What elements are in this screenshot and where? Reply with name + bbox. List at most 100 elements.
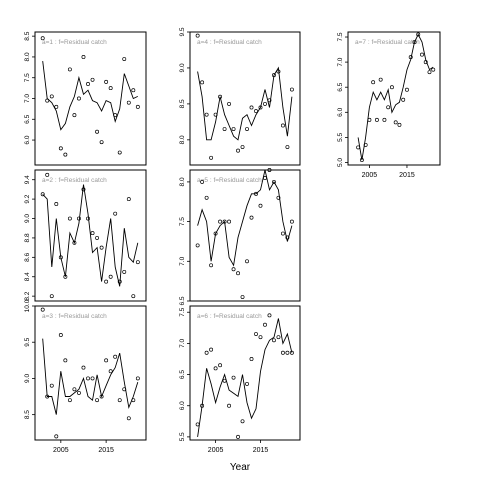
- data-point: [236, 434, 240, 439]
- data-point: [45, 98, 50, 103]
- y-tick-label: 7.0: [337, 57, 344, 66]
- panel-title: a=1 : f=Residual catch: [42, 39, 107, 46]
- y-tick-label: 9.5: [179, 27, 186, 36]
- data-point: [104, 279, 109, 284]
- data-point: [218, 363, 223, 368]
- data-point: [213, 231, 218, 236]
- data-point: [204, 350, 209, 355]
- data-point: [280, 350, 285, 355]
- data-point: [54, 202, 59, 206]
- data-point: [272, 338, 276, 343]
- data-point: [90, 77, 95, 82]
- y-tick-label: 5.5: [337, 132, 344, 141]
- data-point: [254, 191, 258, 196]
- data-point: [245, 381, 249, 386]
- data-point: [81, 365, 86, 370]
- y-tick-label: 7.5: [179, 307, 186, 316]
- panel-2: a=2 : f=Residual catch 8.2 8.4 8.6 8.8 9.0 9.2…: [24, 169, 147, 302]
- data-point: [289, 219, 294, 224]
- y-tick-label: 6.5: [337, 82, 344, 91]
- data-point: [218, 219, 223, 224]
- data-point: [45, 394, 50, 399]
- data-point: [200, 80, 205, 85]
- panel-3: a=3 : f=Residual catch 8.5 9.0 9.5 10.0 2005 2…: [24, 299, 147, 454]
- data-point: [200, 179, 205, 184]
- data-point: [382, 117, 387, 122]
- data-point: [276, 335, 281, 340]
- panel-frame: [189, 169, 301, 302]
- y-tick-label: 9.5: [24, 337, 31, 346]
- data-point: [356, 145, 361, 150]
- data-point: [267, 168, 272, 172]
- series-line: [197, 318, 293, 437]
- data-point: [108, 86, 113, 91]
- data-point: [63, 152, 68, 157]
- data-point: [254, 332, 258, 336]
- data-point: [95, 398, 100, 403]
- y-tick-label: 8.6: [24, 252, 31, 261]
- data-point: [67, 216, 72, 221]
- data-point: [54, 434, 59, 439]
- data-point: [40, 307, 45, 312]
- data-point: [86, 216, 90, 221]
- data-point: [213, 112, 218, 117]
- data-point: [67, 398, 72, 403]
- data-point: [280, 231, 285, 236]
- data-point: [272, 73, 276, 78]
- data-point: [72, 113, 77, 118]
- data-point: [122, 387, 127, 392]
- panel-6: a=6 : f=Residual catch 5.5 6.0 6.5 7.0 7.5 200…: [179, 305, 301, 454]
- data-point: [280, 123, 285, 128]
- x-axis-label: Year: [230, 462, 251, 473]
- x-tick-label: 2005: [362, 172, 378, 179]
- data-point: [99, 394, 104, 399]
- data-point: [86, 82, 90, 86]
- y-tick-label: 8.5: [24, 31, 31, 40]
- data-point: [359, 158, 364, 162]
- data-point: [40, 192, 45, 197]
- y-tick-label: 8.5: [179, 99, 186, 108]
- data-point: [209, 263, 214, 268]
- data-point: [126, 416, 131, 421]
- data-point: [126, 197, 131, 202]
- data-point: [90, 231, 95, 236]
- y-tick-label: 7.5: [179, 217, 186, 226]
- data-point: [423, 60, 428, 65]
- y-tick-label: 6.5: [179, 296, 186, 305]
- data-point: [131, 88, 136, 93]
- data-point: [76, 390, 81, 395]
- data-point: [245, 127, 249, 132]
- data-point: [285, 350, 290, 355]
- data-point: [45, 172, 50, 177]
- data-point: [95, 129, 100, 134]
- data-point: [378, 77, 383, 82]
- data-point: [108, 369, 113, 374]
- data-point: [218, 94, 223, 99]
- data-point: [236, 271, 240, 276]
- data-point: [236, 148, 240, 153]
- data-point: [58, 333, 63, 337]
- data-point: [276, 195, 281, 200]
- data-point: [249, 215, 254, 220]
- data-point: [222, 378, 227, 383]
- y-tick-label: 6.5: [24, 114, 31, 123]
- data-point: [209, 347, 214, 352]
- y-tick-label: 9.0: [24, 374, 31, 383]
- panel-frame: [189, 305, 301, 441]
- y-tick-label: 8.0: [179, 177, 186, 186]
- data-point: [222, 219, 227, 224]
- data-point: [363, 142, 368, 147]
- data-point: [249, 357, 254, 361]
- panel-title: a=5 : f=Residual catch: [197, 177, 262, 184]
- data-point: [213, 366, 218, 371]
- data-point: [195, 33, 200, 38]
- data-point: [267, 98, 272, 103]
- data-point: [240, 295, 245, 299]
- data-point: [58, 255, 63, 260]
- y-tick-label: 5.0: [337, 158, 344, 167]
- x-tick-label: 2005: [53, 447, 69, 454]
- x-tick-label: 2015: [399, 172, 415, 179]
- data-point: [204, 112, 209, 117]
- data-point: [122, 269, 127, 274]
- series-line: [42, 184, 139, 287]
